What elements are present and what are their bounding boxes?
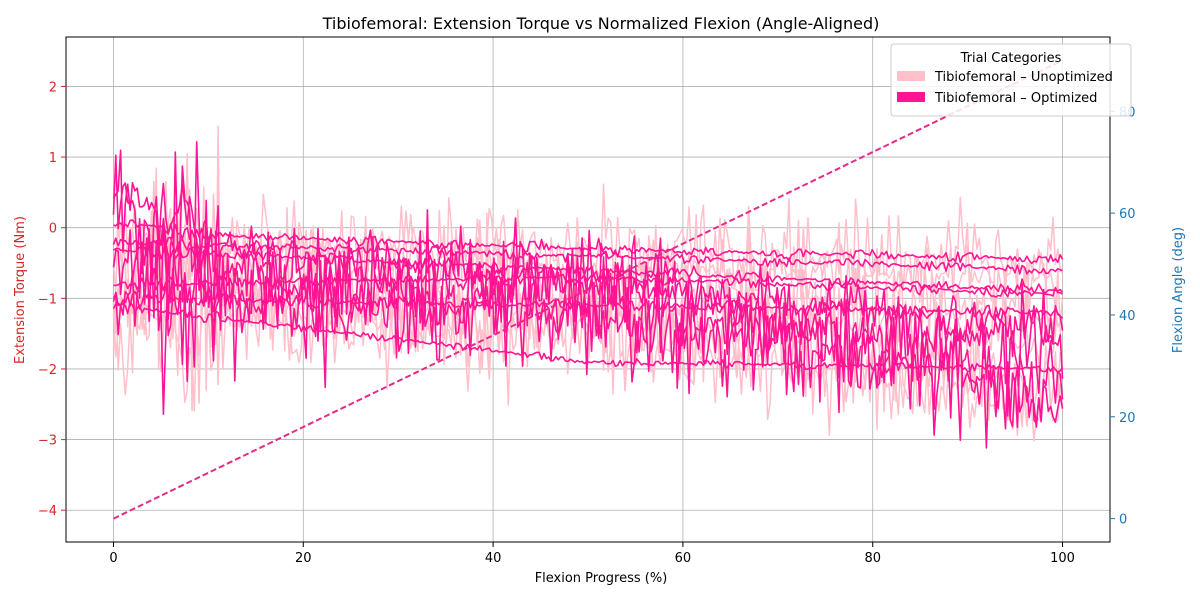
x-tick-label: 80 [864, 551, 881, 566]
series-layer [112, 59, 1064, 520]
x-tick-label: 0 [109, 551, 117, 566]
x-tick-label: 100 [1050, 551, 1075, 566]
y-left-tick-label: −1 [38, 292, 57, 307]
y-left-tick-label: −2 [38, 363, 57, 378]
series-line-angle-0 [113, 59, 1063, 520]
x-axis: 0 20 40 60 80 100 [109, 542, 1075, 566]
series-line-optimized-6 [112, 149, 1064, 358]
y-left-tick-label: 0 [49, 222, 57, 237]
y-left-tick-label: 1 [49, 151, 57, 166]
y-right-tick-label: 40 [1119, 309, 1136, 324]
legend-title: Trial Categories [960, 51, 1062, 66]
series-line-optimized-5 [112, 300, 1064, 374]
x-tick-label: 60 [675, 551, 692, 566]
legend: Trial Categories Tibiofemoral – Unoptimi… [890, 43, 1132, 117]
legend-label-unoptimized: Tibiofemoral – Unoptimized [934, 70, 1113, 85]
y-right-tick-label: 60 [1119, 207, 1136, 222]
y-left-tick-label: 2 [49, 80, 57, 95]
y-axis-left-label: Extension Torque (Nm) [13, 216, 28, 364]
x-axis-label: Flexion Progress (%) [535, 571, 668, 586]
legend-box [890, 43, 1132, 117]
x-tick-label: 40 [485, 551, 502, 566]
y-left-tick-label: −3 [38, 434, 57, 449]
legend-swatch-unoptimized [897, 71, 925, 81]
chart-title: Tibiofemoral: Extension Torque vs Normal… [322, 14, 880, 33]
y-right-tick-label: 20 [1119, 411, 1136, 426]
y-right-tick-label: 0 [1119, 513, 1127, 528]
plot-frame [65, 36, 1111, 543]
y-axis-right-label: Flexion Angle (deg) [1171, 227, 1186, 353]
y-left-tick-label: −4 [38, 504, 57, 519]
legend-label-optimized: Tibiofemoral – Optimized [934, 91, 1097, 106]
series-line-optimized-9 [112, 205, 1064, 417]
legend-swatch-optimized [897, 92, 925, 102]
x-tick-label: 20 [295, 551, 312, 566]
y-axis-left: −4 −3 −2 −1 0 1 2 [38, 80, 66, 519]
